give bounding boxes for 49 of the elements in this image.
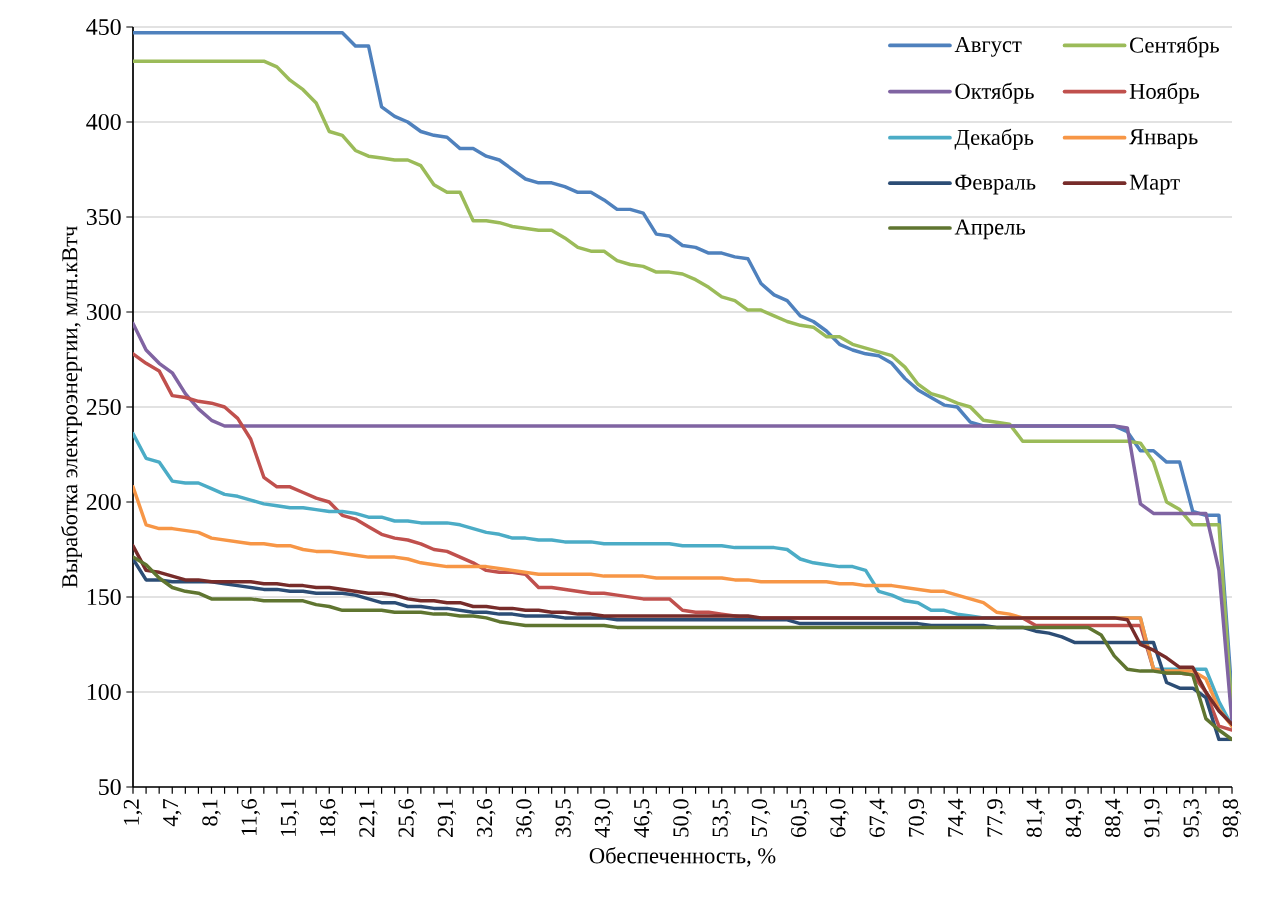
x-tick-label: 57,0: [751, 799, 771, 837]
legend-label: Март: [1129, 174, 1180, 195]
legend-label: Апрель: [954, 219, 1026, 240]
x-tick-label: 60,5: [791, 799, 810, 837]
x-tick-label: 36,0: [516, 799, 535, 837]
x-tick-label: 50,0: [673, 799, 692, 837]
y-tick-label: 300: [86, 303, 121, 321]
y-tick-label: 350: [86, 208, 121, 226]
x-tick-label: 98,8: [1222, 799, 1242, 838]
y-tick-label: 450: [86, 18, 121, 36]
x-axis-title: Обеспеченность, %: [589, 847, 776, 867]
legend-label: Октябрь: [955, 82, 1034, 104]
x-tick-label: 88,4: [1105, 798, 1124, 838]
y-tick-label: 250: [86, 398, 121, 416]
x-tick-label: 39,5: [555, 799, 574, 837]
x-tick-label: 46,5: [634, 799, 653, 838]
x-tick-label: 25,6: [398, 799, 417, 837]
x-tick-label: 4,7: [163, 799, 182, 827]
x-tick-label: 32,6: [477, 799, 496, 837]
y-tick-label: 150: [87, 588, 121, 606]
y-tick-label: 50: [99, 778, 121, 796]
x-tick-label: 11,6: [241, 799, 260, 836]
x-tick-label: 84,9: [1065, 799, 1085, 838]
x-tick-label: 22,1: [359, 799, 378, 837]
x-tick-label: 74,4: [948, 798, 967, 837]
legend-label: Ноябрь: [1129, 82, 1200, 104]
y-axis-title: Выработка электроэнергии, млн.кВтч: [61, 226, 82, 588]
x-tick-label: 77,9: [987, 799, 1006, 837]
x-tick-label: 53,5: [712, 799, 731, 837]
x-tick-label: 43,0: [594, 799, 614, 838]
x-tick-label: 1,2: [123, 799, 143, 825]
y-tick-label: 100: [87, 683, 121, 701]
legend-label: Февраль: [955, 174, 1036, 195]
legend-label: Август: [954, 36, 1022, 57]
x-tick-label: 29,1: [437, 799, 457, 837]
x-tick-label: 95,3: [1183, 799, 1202, 838]
y-tick-label: 400: [86, 113, 121, 131]
legend-label: Сентябрь: [1130, 36, 1219, 58]
x-tick-label: 64,0: [830, 799, 849, 837]
x-tick-label: 8,1: [202, 799, 221, 826]
x-tick-label: 67,4: [869, 798, 888, 837]
legend-label: Январь: [1129, 129, 1198, 149]
x-tick-label: 70,9: [908, 799, 928, 837]
x-tick-label: 91,9: [1144, 799, 1163, 838]
legend-label: Декабрь: [954, 128, 1034, 150]
x-tick-label: 15,1: [280, 799, 300, 836]
y-tick-label: 200: [86, 493, 121, 511]
x-tick-label: 81,4: [1026, 798, 1046, 838]
x-tick-label: 18,6: [320, 799, 339, 836]
